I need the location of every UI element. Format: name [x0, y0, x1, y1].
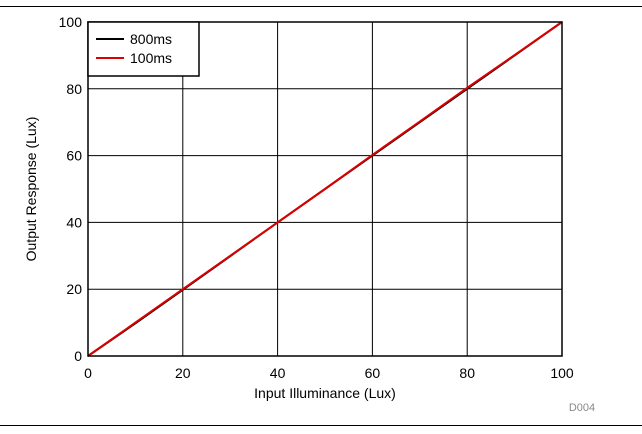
x-tick-label: 40 [270, 365, 286, 381]
x-tick-label: 20 [175, 365, 191, 381]
y-tick-label: 40 [66, 214, 82, 230]
y-tick-labels: 0 20 40 60 80 100 [59, 14, 83, 364]
y-tick-label: 20 [66, 281, 82, 297]
x-tick-label: 60 [365, 365, 381, 381]
plot-frame [87, 21, 563, 357]
x-tick-label: 80 [459, 365, 475, 381]
y-tick-label: 60 [66, 148, 82, 164]
legend-box [87, 21, 200, 77]
y-tick-label: 100 [59, 14, 83, 30]
y-tick-label: 80 [66, 81, 82, 97]
x-tick-labels: 0 20 40 60 80 100 [84, 365, 574, 381]
bottom-rule [0, 425, 642, 426]
y-axis-title: Output Response (Lux) [23, 117, 39, 262]
x-tick-label: 0 [84, 365, 92, 381]
legend-label: 100ms [130, 50, 172, 66]
top-rule [0, 6, 642, 7]
x-tick-label: 100 [550, 365, 574, 381]
x-axis-title: Input Illuminance (Lux) [254, 385, 396, 401]
figure-id: D004 [569, 402, 595, 414]
legend-label: 800ms [130, 31, 172, 47]
y-tick-label: 0 [74, 348, 82, 364]
legend: 800ms 100ms [87, 21, 200, 77]
series-line-100ms [87, 21, 563, 357]
series-group [87, 21, 563, 357]
grid-lines [88, 22, 562, 356]
